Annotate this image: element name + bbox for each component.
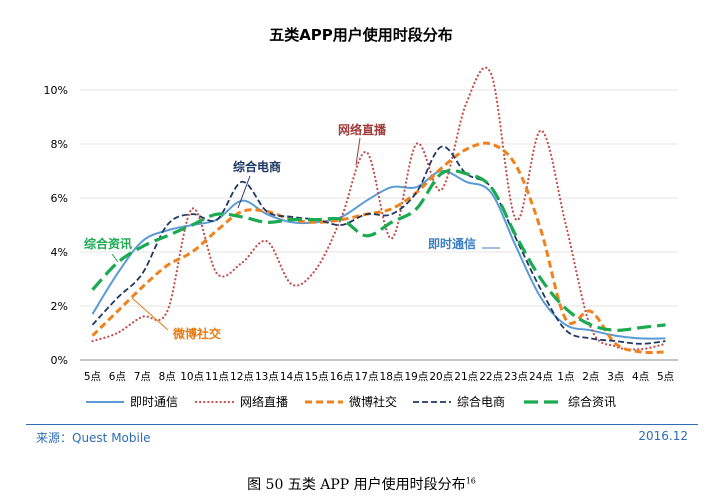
y-tick-label: 2% (51, 300, 68, 313)
figure-caption: 图 50 五类 APP 用户使用时段分布16 (0, 474, 723, 494)
source-date: 2016.12 (638, 429, 688, 443)
series-line-网络直播 (91, 66, 667, 351)
x-tick-label: 11点 (205, 371, 229, 383)
source-bar: 来源：Quest Mobile 2016.12 (26, 424, 698, 447)
legend-label: 综合资讯 (568, 394, 616, 409)
x-tick-label: 21点 (454, 371, 478, 383)
x-tick-label: 8点 (159, 371, 176, 383)
annotation-leader (111, 253, 119, 263)
x-axis-ticks: 5点 6点 7点 8点 10点 11点 12点 13点 14点 15点 16点 17点 18点 19点 20… (84, 371, 674, 383)
series-line-即时通信 (91, 169, 666, 340)
y-tick-label: 4% (51, 246, 68, 259)
x-tick-label: 24点 (529, 371, 553, 383)
x-tick-label: 14点 (280, 371, 304, 383)
annotation-leader (131, 297, 169, 331)
chart-title: 五类APP用户使用时段分布 (269, 26, 453, 44)
series-line-微博社交 (91, 141, 666, 355)
x-tick-label: 5点 (84, 371, 101, 383)
legend-label: 网络直播 (240, 394, 288, 409)
legend-label: 即时通信 (130, 395, 178, 409)
caption-footnote: 16 (465, 476, 476, 486)
annotation-leader (237, 175, 251, 209)
x-tick-label: 22点 (479, 371, 503, 383)
series-line-综合电商 (91, 145, 666, 345)
x-tick-label: 10点 (180, 371, 204, 383)
legend-label: 综合电商 (457, 394, 505, 409)
annotation-leader (355, 137, 361, 166)
x-tick-label: 12点 (230, 371, 254, 383)
x-tick-label: 2点 (582, 371, 599, 383)
x-tick-label: 17点 (355, 371, 379, 383)
annotation-label: 综合电商 (233, 159, 281, 174)
x-tick-label: 16点 (330, 371, 354, 383)
series-lines (91, 66, 667, 355)
x-tick-label: 13点 (255, 371, 279, 383)
x-tick-label: 1点 (557, 371, 574, 383)
x-tick-label: 4点 (632, 371, 649, 383)
line-chart: 五类APP用户使用时段分布 0%2%4%6%8%10% 5点 6点 7点 8点 10点 1… (44, 26, 678, 409)
y-tick-label: 0% (51, 354, 68, 367)
legend: 即时通信 网络直播 微博社交 综合电商 综合资讯 (86, 394, 616, 409)
x-tick-label: 20点 (429, 371, 453, 383)
x-tick-label: 15点 (305, 371, 329, 383)
y-tick-label: 6% (51, 192, 68, 205)
source-text: 来源：Quest Mobile (36, 431, 151, 445)
annotation-label: 综合资讯 (84, 236, 132, 251)
x-tick-label: 19点 (404, 371, 428, 383)
x-tick-label: 3点 (607, 371, 624, 383)
y-tick-label: 10% (44, 84, 68, 97)
y-axis-ticks: 0% 2% 4% 6% 8% 10% (44, 84, 68, 367)
x-tick-label: 5点 (657, 371, 674, 383)
x-tick-label: 6点 (109, 371, 126, 383)
x-tick-label: 23点 (504, 371, 528, 383)
series-line-综合资讯 (91, 168, 666, 332)
x-tick-label: 7点 (134, 371, 151, 383)
annotation-label: 网络直播 (338, 122, 387, 137)
legend-label: 微博社交 (349, 394, 397, 409)
annotation-label: 微博社交 (172, 326, 221, 341)
annotation-label: 即时通信 (428, 236, 476, 251)
x-tick-label: 18点 (380, 371, 404, 383)
caption-text: 图 50 五类 APP 用户使用时段分布 (247, 477, 466, 493)
y-tick-label: 8% (51, 138, 68, 151)
chart-grid (80, 89, 678, 361)
